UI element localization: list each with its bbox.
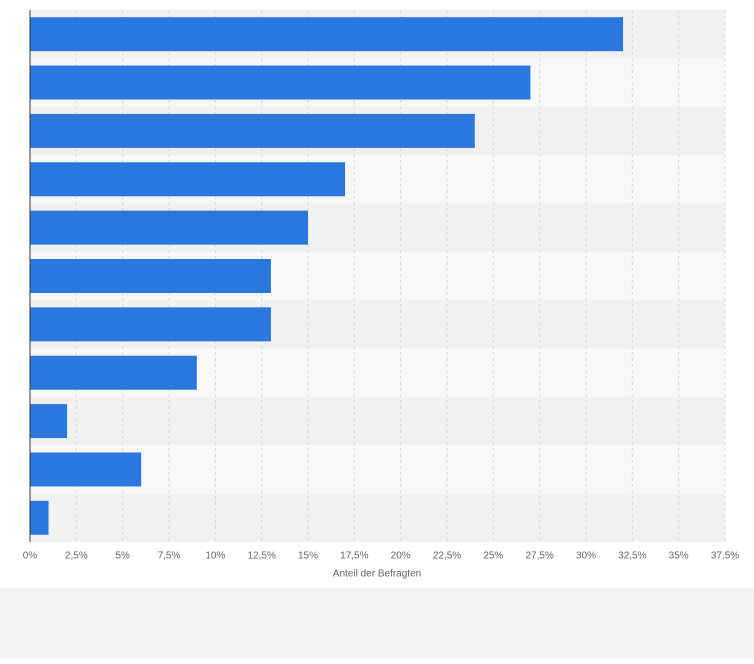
bar bbox=[30, 210, 308, 245]
bar bbox=[30, 500, 49, 535]
x-tick-label: 5% bbox=[115, 551, 130, 562]
bar bbox=[30, 307, 271, 342]
x-tick-label: 2,5% bbox=[65, 551, 88, 562]
x-tick-label: 35% bbox=[669, 551, 689, 562]
x-tick-label: 20% bbox=[391, 551, 411, 562]
bar bbox=[30, 355, 197, 390]
x-tick-label: 32,5% bbox=[618, 551, 646, 562]
x-tick-label: 15% bbox=[298, 551, 318, 562]
bar bbox=[30, 259, 271, 293]
bar bbox=[30, 65, 531, 100]
bar bbox=[30, 404, 68, 439]
x-tick-label: 30% bbox=[576, 551, 596, 562]
x-tick-label: 0% bbox=[23, 551, 38, 562]
bar bbox=[30, 113, 475, 148]
row-band bbox=[30, 493, 725, 542]
x-tick-label: 25% bbox=[483, 551, 503, 562]
row-band bbox=[30, 396, 725, 446]
footer-area bbox=[0, 588, 754, 659]
bar bbox=[30, 162, 346, 197]
x-tick-label: 7,5% bbox=[158, 551, 181, 562]
x-axis-title: Anteil der Befragten bbox=[333, 569, 421, 580]
x-tick-label: 12,5% bbox=[247, 551, 275, 562]
bar bbox=[30, 452, 142, 487]
x-tick-label: 17,5% bbox=[340, 551, 368, 562]
x-tick-label: 22,5% bbox=[433, 551, 461, 562]
x-tick-label: 27,5% bbox=[525, 551, 553, 562]
x-tick-label: 37,5% bbox=[711, 551, 739, 562]
bar bbox=[30, 17, 624, 52]
x-tick-label: 10% bbox=[205, 551, 225, 562]
row-band bbox=[30, 445, 725, 494]
